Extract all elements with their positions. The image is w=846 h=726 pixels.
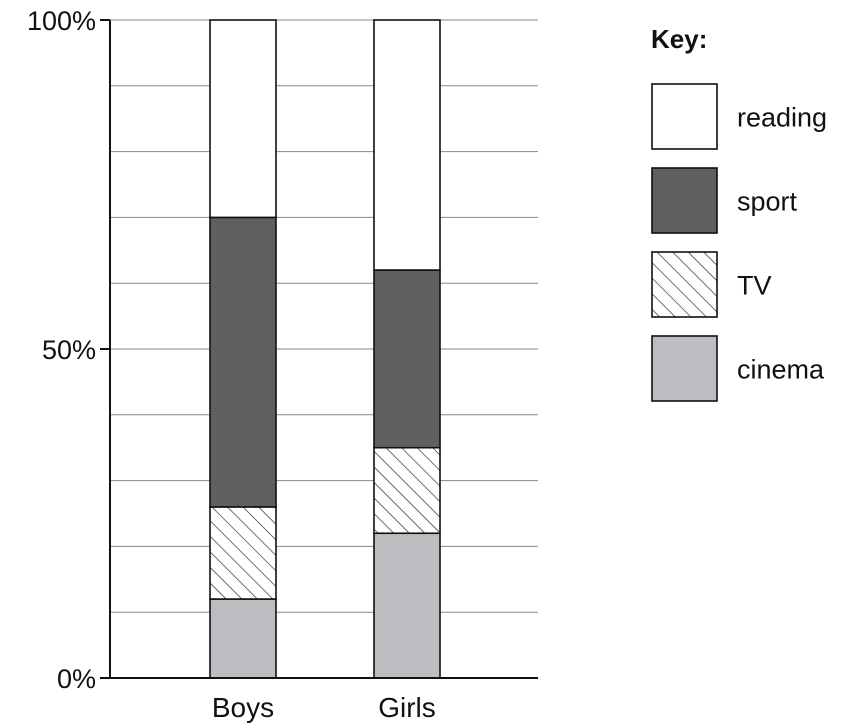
bar-segment-tv <box>373 446 441 535</box>
legend-label: TV <box>737 271 772 301</box>
bar-segment-cinema <box>209 598 277 679</box>
legend-label: reading <box>737 103 827 133</box>
y-tick-label: 50% <box>42 335 96 365</box>
bar-segment-sport <box>209 216 277 508</box>
y-tick-labels: 0% 50% 100% <box>27 6 110 694</box>
bar-segment-reading <box>209 19 277 219</box>
bar-girls <box>373 19 441 679</box>
bar-segment-sport <box>373 269 441 449</box>
category-labels: Boys Girls <box>212 692 436 723</box>
legend-swatch <box>651 167 718 234</box>
legend-swatch <box>651 335 718 402</box>
legend-item-tv: TV <box>651 251 772 318</box>
legend-item-sport: sport <box>651 167 798 234</box>
legend: Key: reading sport TV cinema <box>651 24 827 402</box>
legend-title: Key: <box>651 24 707 54</box>
bar-boys <box>209 19 277 679</box>
legend-item-reading: reading <box>651 83 827 150</box>
legend-swatch <box>651 251 718 318</box>
bar-segment-reading <box>373 19 441 271</box>
bars <box>209 19 441 679</box>
legend-label: cinema <box>737 355 825 385</box>
bar-segment-cinema <box>373 532 441 679</box>
x-category-label: Boys <box>212 692 274 723</box>
y-tick-label: 0% <box>57 664 96 694</box>
legend-swatch <box>651 83 718 150</box>
x-category-label: Girls <box>378 692 436 723</box>
gridlines <box>110 19 538 613</box>
legend-item-cinema: cinema <box>651 335 825 402</box>
legend-label: sport <box>737 187 798 217</box>
y-tick-label: 100% <box>27 6 96 36</box>
bar-segment-tv <box>209 506 277 600</box>
